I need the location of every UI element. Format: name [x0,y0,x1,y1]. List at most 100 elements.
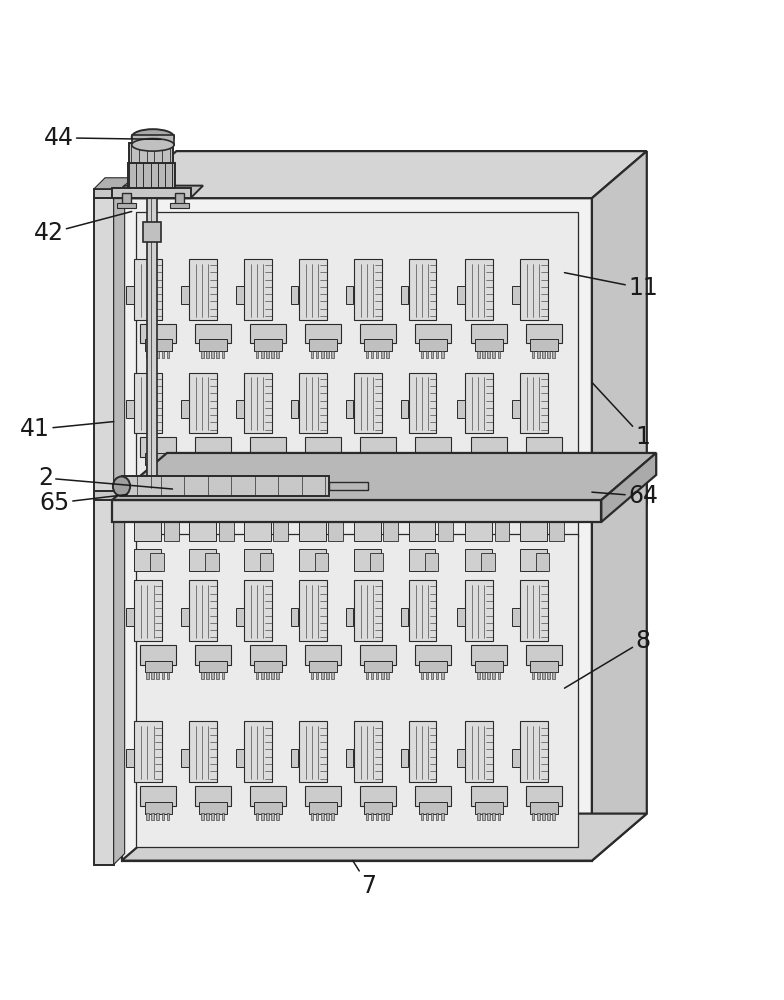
Polygon shape [122,520,592,861]
Bar [520,373,548,433]
Bar [520,516,546,541]
Bar [419,339,447,351]
Text: 11: 11 [564,273,658,300]
Bar [175,193,184,204]
Bar [457,608,465,626]
Bar [128,163,175,188]
Bar [360,645,396,665]
Bar [408,549,435,571]
Polygon shape [112,500,601,522]
Bar [151,351,154,358]
Bar [465,549,492,571]
Bar [250,437,286,457]
Polygon shape [94,187,125,198]
Bar [498,672,500,679]
Bar [553,351,555,358]
Bar [299,580,327,641]
Bar [144,339,172,351]
Bar [408,721,437,782]
Bar [543,672,545,679]
Bar [206,464,209,472]
Bar [316,351,318,358]
Bar [299,516,325,541]
Bar [436,813,438,820]
Bar [532,813,535,820]
Polygon shape [122,198,592,551]
Polygon shape [94,178,132,189]
Text: 44: 44 [44,126,161,150]
Bar [256,813,259,820]
Bar [146,813,149,820]
Bar [199,802,227,814]
Bar [143,222,161,242]
Bar [354,721,382,782]
Text: 2: 2 [38,466,172,490]
Bar [401,400,408,418]
Bar [415,786,451,806]
Bar [134,516,161,541]
Bar [425,553,438,571]
Bar [147,198,157,488]
Bar [189,373,217,433]
Bar [181,286,189,304]
Bar [332,464,334,472]
Ellipse shape [132,139,174,151]
Bar [419,802,447,814]
Bar [354,580,382,641]
Bar [543,464,545,472]
Bar [436,351,438,358]
Bar [321,672,324,679]
Bar [256,672,259,679]
Bar [212,464,214,472]
Bar [254,661,282,672]
Bar [553,464,555,472]
Bar [387,672,389,679]
Bar [315,553,328,571]
Bar [134,549,161,571]
Bar [381,351,383,358]
Bar [201,813,204,820]
Bar [550,521,564,541]
Bar [164,521,179,541]
Bar [332,672,334,679]
Polygon shape [122,151,647,198]
Bar [299,721,327,782]
Bar [310,351,314,358]
Bar [441,464,444,472]
Bar [201,351,204,358]
Bar [271,351,274,358]
Bar [408,259,437,320]
Bar [512,608,520,626]
Bar [332,813,334,820]
Bar [254,802,282,814]
Polygon shape [94,189,122,198]
Bar [547,351,550,358]
Bar [371,464,373,472]
Bar [310,464,314,472]
Bar [310,672,314,679]
Bar [250,324,286,343]
Bar [151,464,154,472]
Bar [512,749,520,767]
Bar [471,786,507,806]
Bar [498,813,500,820]
Bar [151,813,154,820]
Bar [553,813,555,820]
Bar [261,464,263,472]
Bar [420,813,423,820]
Bar [477,464,480,472]
Bar [436,672,438,679]
Bar [144,453,172,465]
Bar [328,521,343,541]
Bar [195,324,231,343]
Bar [457,400,465,418]
Bar [195,786,231,806]
Bar [408,373,437,433]
Bar [482,464,485,472]
Bar [426,351,428,358]
Bar [426,813,428,820]
Bar [140,645,176,665]
Bar [222,464,224,472]
Bar [291,400,299,418]
Bar [261,351,263,358]
